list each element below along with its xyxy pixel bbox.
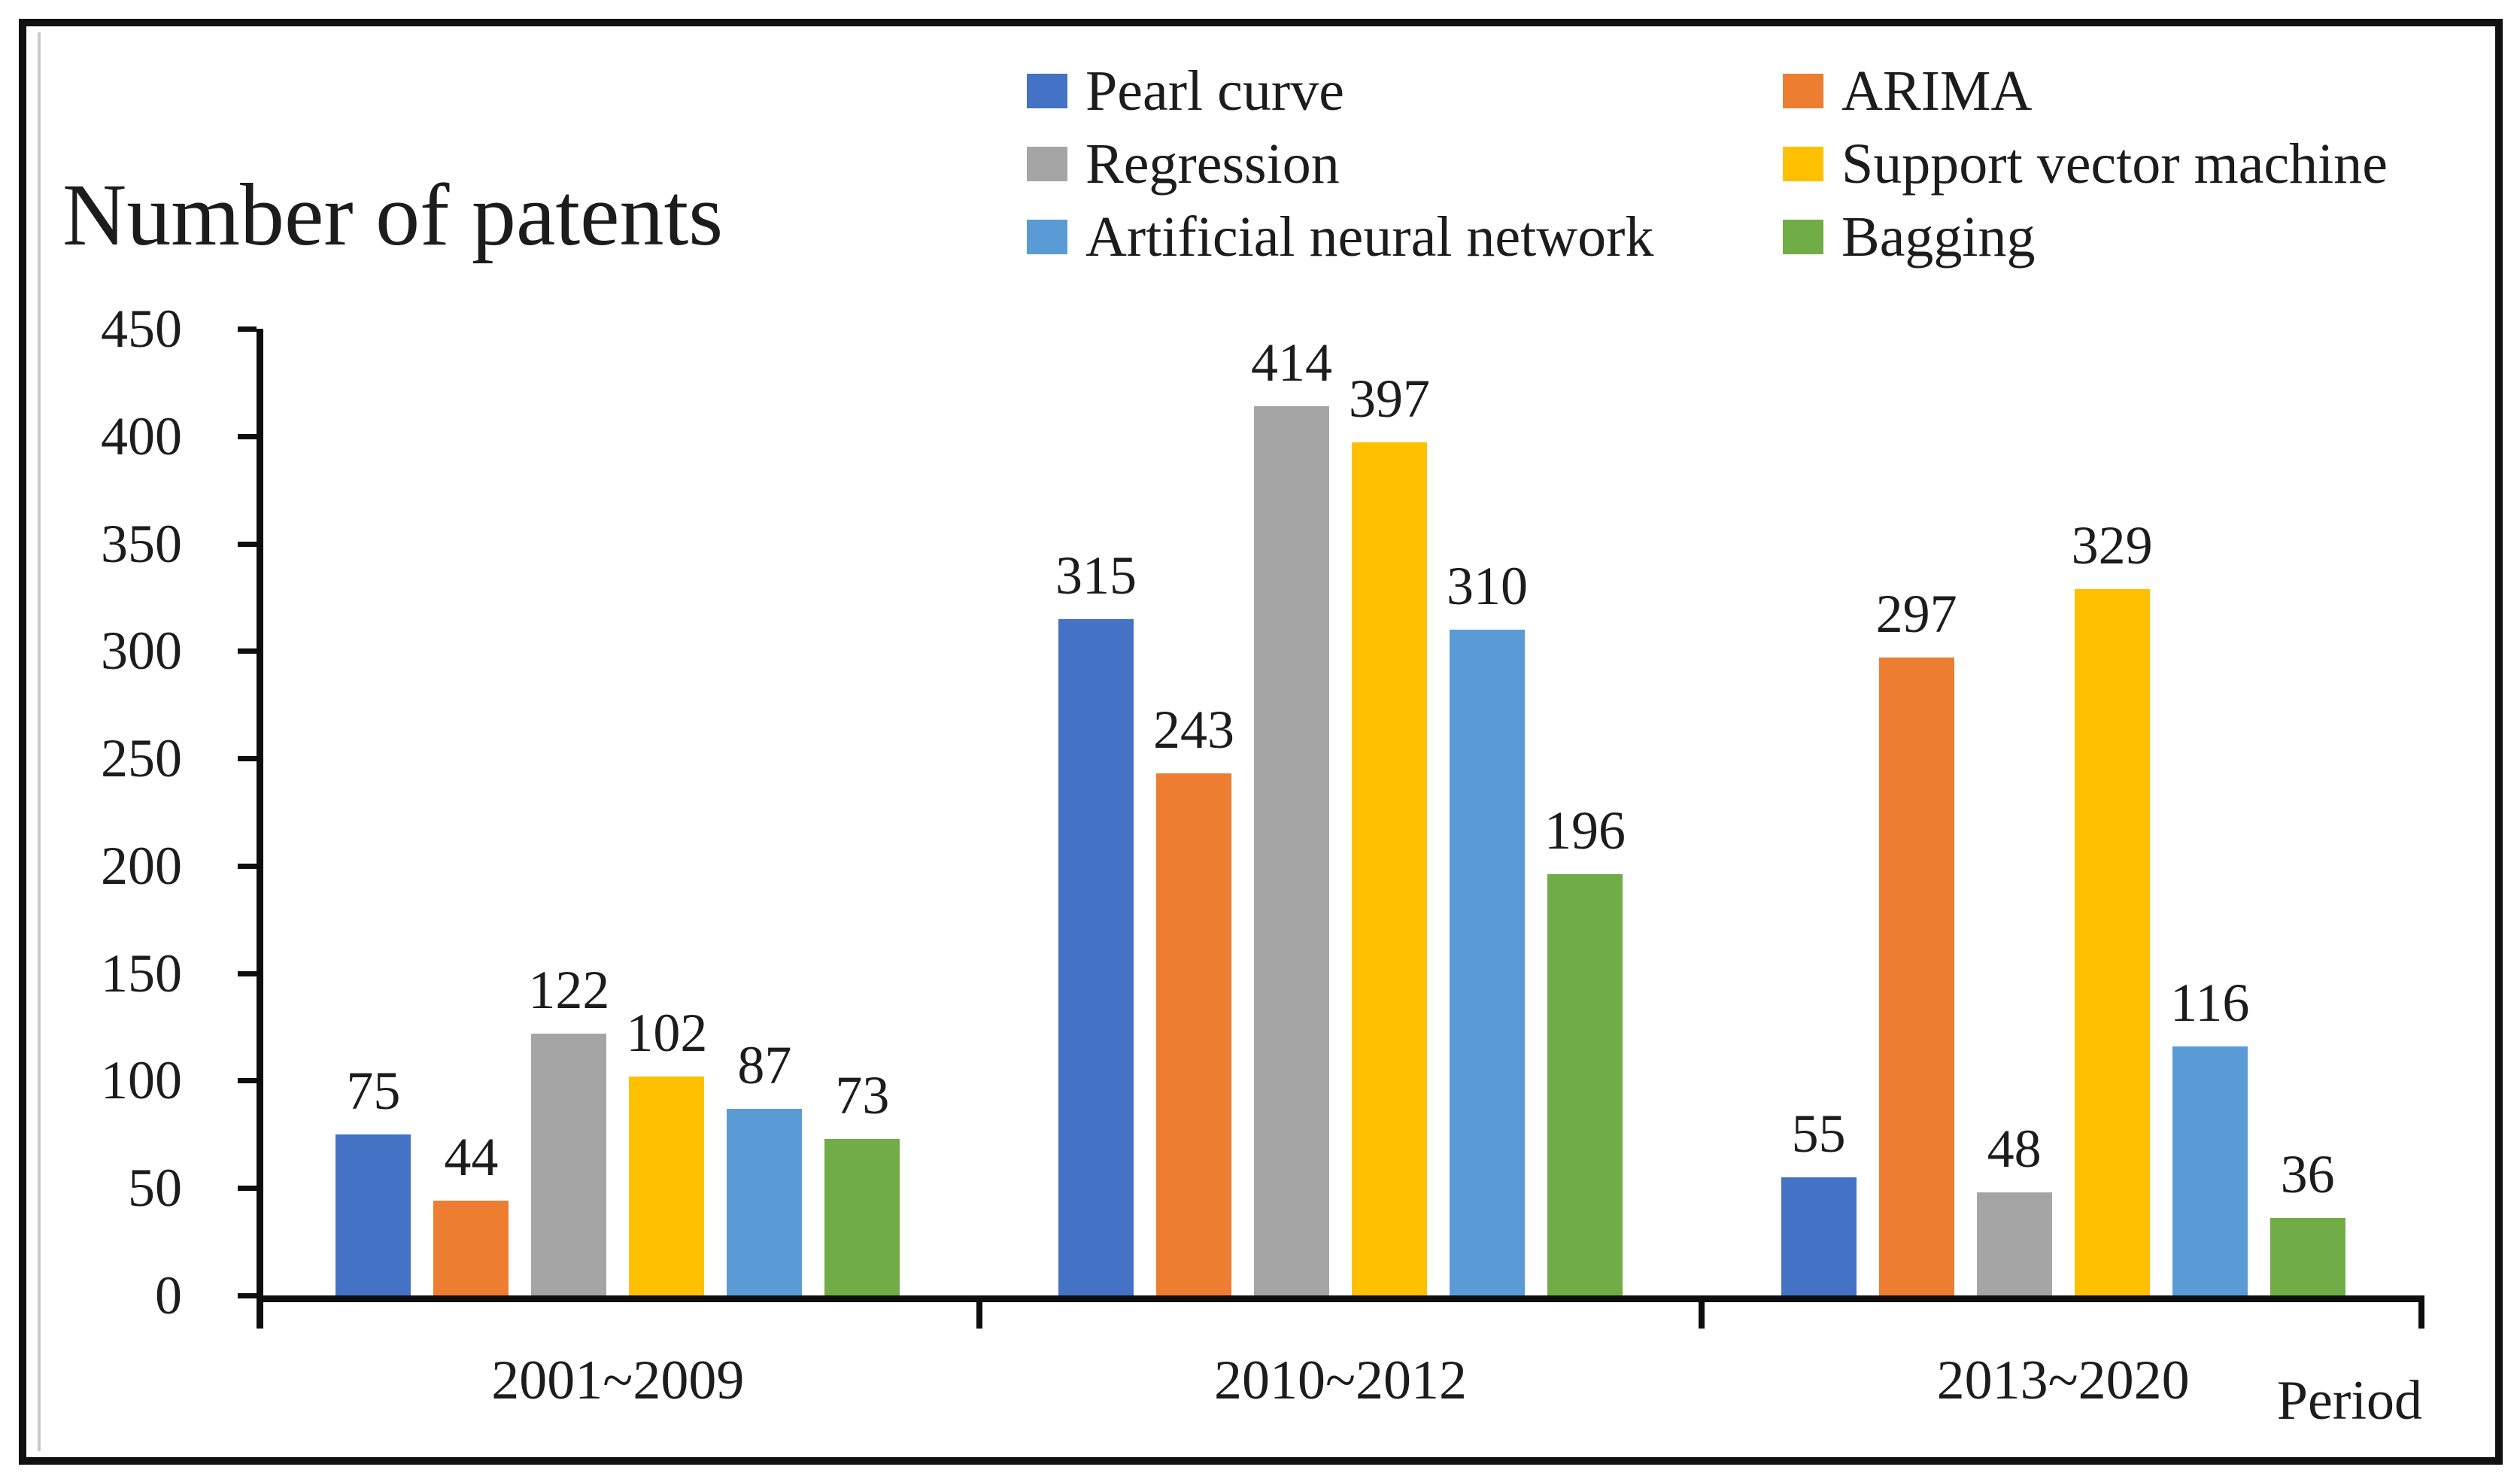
bar-value-label: 414 (1251, 332, 1332, 393)
y-tick-label: 0 (155, 1265, 182, 1326)
legend-item: Regression (1027, 129, 1340, 199)
bar-regression (1976, 1192, 2052, 1295)
bar-value-label: 315 (1055, 545, 1137, 606)
bar-value-label: 36 (2280, 1144, 2335, 1205)
bar-value-label: 87 (737, 1034, 792, 1095)
bar-regression (1254, 405, 1329, 1295)
chart-title: Number of patents (62, 166, 724, 264)
bar-bagging (2270, 1218, 2345, 1295)
bar-value-label: 44 (444, 1127, 499, 1188)
bar-artificial-neural-network (1450, 629, 1525, 1295)
legend-swatch (1783, 147, 1823, 181)
legend-swatch (1783, 220, 1823, 254)
bar-value-label: 73 (835, 1064, 890, 1125)
legend-item-label: ARIMA (1841, 59, 2033, 123)
page-edge-artifact-line (38, 32, 41, 1451)
bar-value-label: 329 (2071, 515, 2153, 575)
bar-arima (1878, 657, 1954, 1295)
y-tick (238, 326, 257, 332)
y-tick (238, 433, 257, 439)
x-category-label: 2013~2020 (1936, 1350, 2190, 1411)
x-category-label: 2001~2009 (491, 1350, 745, 1411)
x-axis-title: Period (2276, 1370, 2422, 1432)
y-tick (238, 541, 257, 547)
bar-support-vector-machine (2074, 588, 2150, 1295)
bar-pearl-curve (1058, 618, 1134, 1295)
y-tick (238, 1078, 257, 1084)
bar-regression (531, 1033, 607, 1295)
bar-value-label: 116 (2169, 972, 2250, 1033)
y-tick (238, 1186, 257, 1192)
bar-value-label: 122 (528, 959, 610, 1020)
y-tick (238, 1293, 257, 1298)
y-tick-label: 250 (101, 728, 182, 789)
bar-value-label: 297 (1875, 583, 1957, 644)
legend-item-label: Regression (1085, 132, 1340, 196)
bar-value-label: 397 (1349, 369, 1430, 430)
y-tick-label: 300 (101, 621, 182, 682)
bar-support-vector-machine (629, 1076, 705, 1295)
legend-item: Support vector machine (1783, 129, 2388, 199)
bar-value-label: 243 (1153, 700, 1234, 761)
legend-item: Artificial neural network (1027, 202, 1653, 272)
x-axis-group-divider-tick (1699, 1295, 1705, 1329)
legend-item-label: Support vector machine (1841, 132, 2388, 196)
y-tick-label: 350 (101, 513, 182, 574)
y-tick-label: 50 (128, 1158, 182, 1219)
x-category-label: 2010~2012 (1213, 1350, 1468, 1411)
y-tick (238, 756, 257, 762)
bar-value-label: 310 (1447, 555, 1528, 616)
y-tick (238, 970, 257, 976)
y-tick-label: 200 (101, 835, 182, 896)
x-axis-line (257, 1295, 2424, 1302)
x-axis-end-tick (2418, 1295, 2424, 1329)
bar-bagging (824, 1138, 900, 1295)
bar-value-label: 102 (626, 1002, 708, 1063)
y-tick-label: 100 (101, 1050, 182, 1111)
legend-item: ARIMA (1783, 56, 2032, 126)
legend-swatch (1027, 74, 1067, 108)
bar-artificial-neural-network (2172, 1046, 2248, 1295)
bar-artificial-neural-network (727, 1108, 803, 1295)
figure-border-frame: Number of patents Pearl curve ARIMA Regres… (19, 19, 2503, 1465)
bar-support-vector-machine (1352, 442, 1427, 1295)
bar-arima (433, 1201, 509, 1295)
legend-item: Bagging (1783, 202, 2036, 272)
y-tick (238, 863, 257, 869)
bar-pearl-curve (1781, 1177, 1857, 1295)
legend-swatch (1783, 74, 1823, 108)
bar-arima (1156, 773, 1231, 1295)
bar-value-label: 196 (1544, 800, 1626, 861)
legend-item-label: Pearl curve (1085, 59, 1344, 123)
y-tick-label: 400 (101, 405, 182, 466)
legend-swatch (1027, 220, 1067, 254)
bar-value-label: 75 (346, 1060, 401, 1121)
bar-value-label: 48 (1987, 1118, 2042, 1179)
y-tick (238, 648, 257, 654)
bar-bagging (1547, 874, 1623, 1295)
y-axis-line (257, 329, 263, 1329)
legend-item-label: Artificial neural network (1085, 205, 1654, 269)
y-tick-label: 150 (101, 943, 182, 1004)
legend-item-label: Bagging (1841, 205, 2036, 269)
legend-item: Pearl curve (1027, 56, 1344, 126)
legend-swatch (1027, 147, 1067, 181)
x-axis-group-divider-tick (976, 1295, 982, 1329)
y-tick-label: 450 (101, 299, 182, 359)
bar-value-label: 55 (1791, 1103, 1846, 1164)
bar-pearl-curve (335, 1134, 411, 1295)
